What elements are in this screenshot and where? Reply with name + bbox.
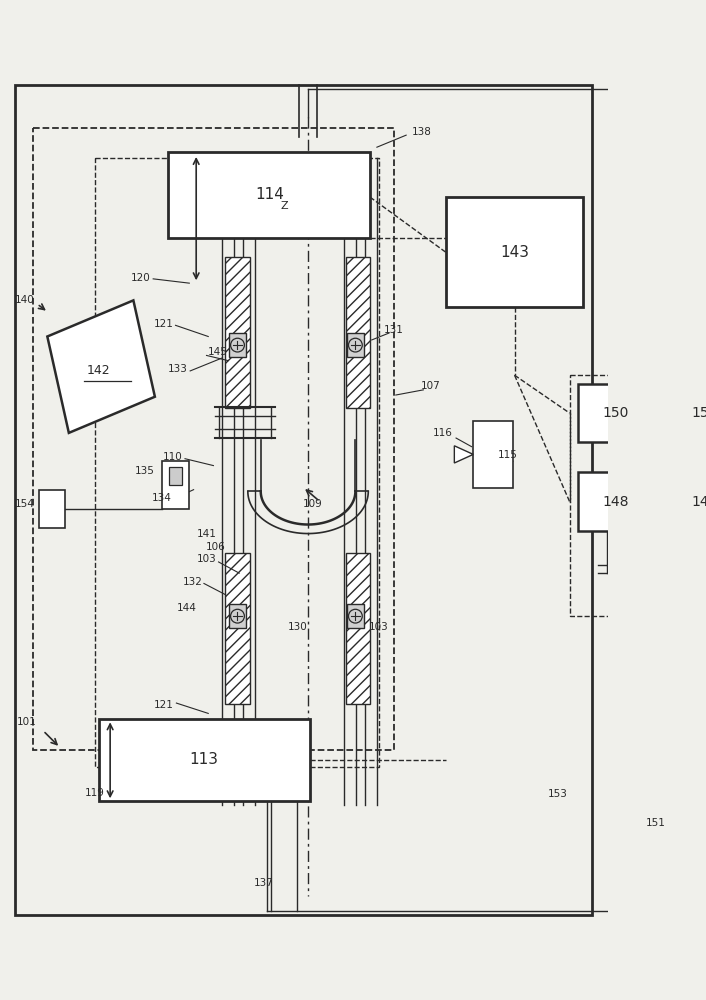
- Bar: [473, 421, 513, 488]
- Text: 151: 151: [646, 818, 666, 828]
- Text: 144: 144: [176, 603, 196, 613]
- Bar: [32, 128, 394, 750]
- Text: 114: 114: [255, 187, 284, 202]
- Text: 130: 130: [288, 622, 308, 632]
- Bar: [169, 467, 182, 485]
- Text: 103: 103: [197, 554, 217, 564]
- Bar: [99, 719, 310, 801]
- Bar: [347, 604, 364, 628]
- Text: 140: 140: [15, 295, 35, 305]
- Bar: [347, 333, 364, 357]
- Text: 106: 106: [205, 542, 225, 552]
- Text: 109: 109: [303, 499, 323, 509]
- Text: 116: 116: [433, 428, 453, 438]
- Text: 134: 134: [152, 493, 172, 503]
- Bar: [229, 604, 246, 628]
- Text: 110: 110: [162, 452, 182, 462]
- Bar: [346, 553, 370, 704]
- Bar: [667, 384, 706, 442]
- Text: 113: 113: [189, 752, 218, 767]
- Polygon shape: [47, 300, 155, 433]
- Bar: [667, 472, 706, 531]
- Text: 101: 101: [16, 717, 36, 727]
- Text: Z: Z: [280, 201, 288, 211]
- Bar: [346, 257, 370, 408]
- Bar: [39, 490, 64, 528]
- Text: 143: 143: [500, 245, 529, 260]
- Text: 153: 153: [548, 789, 568, 799]
- Text: 107: 107: [420, 381, 440, 391]
- Text: 132: 132: [182, 577, 202, 587]
- Bar: [168, 152, 370, 238]
- Text: 150: 150: [603, 406, 629, 420]
- Text: 154: 154: [15, 499, 35, 509]
- Text: 120: 120: [131, 273, 150, 283]
- Text: 135: 135: [135, 466, 155, 476]
- Text: 151: 151: [691, 406, 706, 420]
- Text: 103: 103: [369, 622, 388, 632]
- Bar: [229, 333, 246, 357]
- Text: 138: 138: [412, 127, 431, 137]
- Bar: [570, 375, 706, 616]
- Text: 115: 115: [498, 450, 517, 460]
- Text: 133: 133: [168, 364, 188, 374]
- Bar: [162, 461, 189, 509]
- Bar: [95, 158, 378, 767]
- Text: 119: 119: [85, 788, 105, 798]
- Text: 145: 145: [208, 347, 228, 357]
- Polygon shape: [455, 446, 473, 463]
- Text: 148: 148: [603, 495, 629, 509]
- Text: 149: 149: [691, 495, 706, 509]
- Bar: [578, 472, 654, 531]
- Bar: [445, 197, 583, 307]
- Text: 137: 137: [253, 878, 273, 888]
- Text: 121: 121: [154, 319, 174, 329]
- Text: 142: 142: [87, 364, 111, 377]
- Text: 131: 131: [384, 325, 404, 335]
- Text: 141: 141: [197, 529, 217, 539]
- Bar: [578, 384, 654, 442]
- Bar: [225, 553, 249, 704]
- Bar: [225, 257, 249, 408]
- Text: 121: 121: [154, 700, 174, 710]
